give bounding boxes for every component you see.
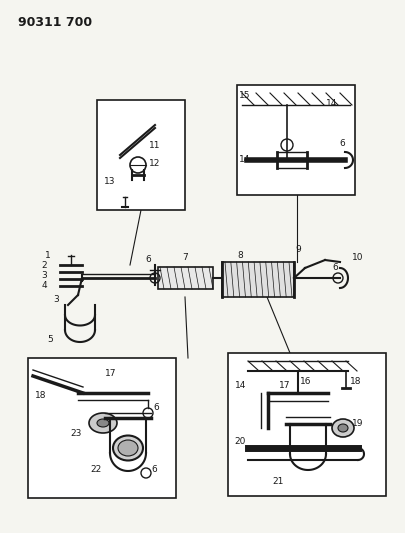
Text: 7: 7 xyxy=(182,254,188,262)
Ellipse shape xyxy=(118,440,138,456)
Bar xyxy=(28,358,175,498)
Text: 18: 18 xyxy=(35,392,47,400)
Text: 8: 8 xyxy=(237,251,242,260)
Bar xyxy=(228,353,385,496)
Ellipse shape xyxy=(89,413,117,433)
Text: 6: 6 xyxy=(331,263,337,272)
Text: 13: 13 xyxy=(104,177,115,187)
Text: 20: 20 xyxy=(234,437,245,446)
Text: 21: 21 xyxy=(272,477,283,486)
Text: 6: 6 xyxy=(338,139,344,148)
Text: 6: 6 xyxy=(153,403,158,413)
Bar xyxy=(222,262,293,297)
Text: 15: 15 xyxy=(239,91,250,100)
Text: 11: 11 xyxy=(149,141,160,149)
Text: 14: 14 xyxy=(235,381,246,390)
Text: 12: 12 xyxy=(149,158,160,167)
Text: 17: 17 xyxy=(105,368,117,377)
Text: 14: 14 xyxy=(326,99,337,108)
Text: 6: 6 xyxy=(151,465,156,474)
Text: 18: 18 xyxy=(350,376,361,385)
Text: 4: 4 xyxy=(41,280,47,289)
Ellipse shape xyxy=(113,435,143,461)
Bar xyxy=(237,85,354,195)
Ellipse shape xyxy=(337,424,347,432)
Ellipse shape xyxy=(331,419,353,437)
Text: 6: 6 xyxy=(145,255,151,264)
Ellipse shape xyxy=(97,419,109,427)
Text: 9: 9 xyxy=(294,246,300,254)
Text: 23: 23 xyxy=(70,429,81,438)
Text: 2: 2 xyxy=(41,261,47,270)
Bar xyxy=(97,100,185,210)
Text: 14: 14 xyxy=(239,156,250,165)
Bar xyxy=(158,267,213,289)
Text: 16: 16 xyxy=(300,376,311,385)
Text: 1: 1 xyxy=(45,251,51,260)
Text: 22: 22 xyxy=(90,465,101,474)
Text: 3: 3 xyxy=(41,271,47,279)
Text: 5: 5 xyxy=(47,335,53,344)
Text: 10: 10 xyxy=(352,254,363,262)
Text: 19: 19 xyxy=(352,418,363,427)
Text: 90311 700: 90311 700 xyxy=(18,16,92,29)
Text: 3: 3 xyxy=(53,295,59,304)
Text: 17: 17 xyxy=(279,381,290,390)
